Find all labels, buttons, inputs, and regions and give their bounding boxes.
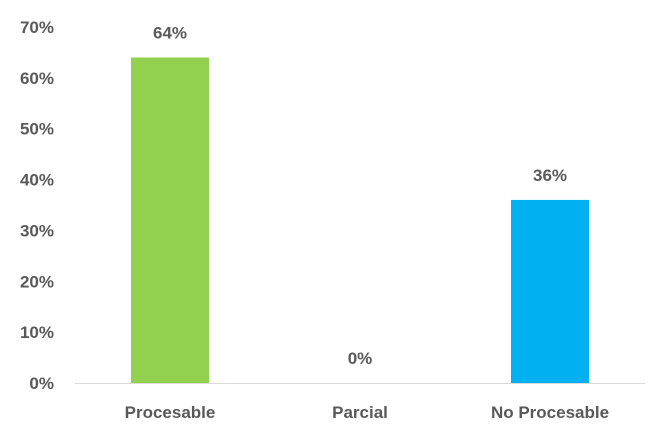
bar-no-procesable bbox=[511, 199, 589, 383]
data-label: 36% bbox=[533, 166, 567, 185]
y-tick-label: 30% bbox=[20, 221, 54, 240]
y-tick-label: 60% bbox=[20, 69, 54, 88]
data-label: 64% bbox=[153, 24, 187, 43]
y-tick-label: 70% bbox=[20, 18, 54, 37]
y-tick-label: 0% bbox=[29, 374, 54, 393]
y-tick-label: 40% bbox=[20, 171, 54, 190]
y-tick-label: 20% bbox=[20, 272, 54, 291]
x-tick-label: Parcial bbox=[332, 403, 388, 422]
y-tick-label: 50% bbox=[20, 120, 54, 139]
y-axis: 0% 10% 20% 30% 40% 50% 60% 70% bbox=[20, 18, 54, 393]
bar-procesable bbox=[131, 57, 209, 384]
y-tick-label: 10% bbox=[20, 323, 54, 342]
data-label: 0% bbox=[348, 349, 373, 368]
x-tick-label: No Procesable bbox=[491, 403, 609, 422]
bars bbox=[131, 57, 589, 384]
x-tick-label: Procesable bbox=[125, 403, 216, 422]
data-labels: 64% 0% 36% bbox=[153, 24, 567, 368]
x-axis: Procesable Parcial No Procesable bbox=[125, 403, 609, 422]
